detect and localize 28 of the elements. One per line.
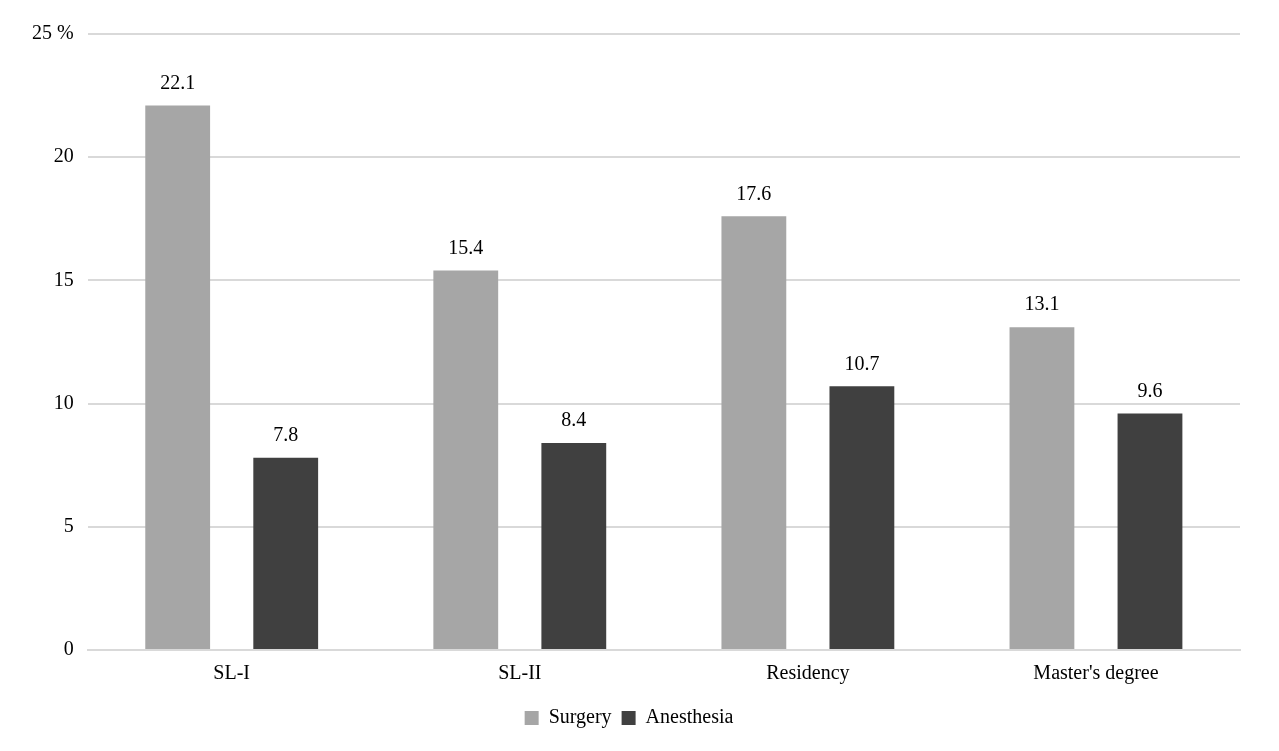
y-tick-label: 25 % (31, 21, 74, 44)
x-tick-label: Residency (766, 661, 850, 685)
bar (145, 105, 211, 649)
data-label: 8.4 (561, 408, 587, 431)
bar (253, 457, 319, 649)
data-label: 22.1 (160, 70, 196, 93)
bar (1009, 327, 1075, 649)
x-tick-label: SL-II (498, 661, 542, 684)
legend-label: Anesthesia (645, 705, 734, 728)
bar (433, 270, 499, 649)
y-tick-label: 20 (53, 144, 74, 167)
bar (829, 386, 895, 649)
bar (721, 216, 787, 649)
y-tick-label: 0 (63, 637, 74, 660)
legend-label: Surgery (548, 705, 612, 729)
data-label: 15.4 (448, 235, 484, 258)
y-tick-label: 5 (63, 514, 74, 537)
data-label: 7.8 (273, 423, 299, 446)
data-label: 13.1 (1024, 292, 1060, 315)
x-tick-label: Master's degree (1033, 661, 1159, 685)
y-tick-label: 10 (53, 390, 74, 413)
data-label: 10.7 (844, 351, 880, 374)
bar (541, 443, 607, 649)
data-label: 9.6 (1137, 378, 1163, 401)
y-tick-label: 15 (53, 267, 74, 290)
data-label: 17.6 (736, 181, 772, 204)
bar (1117, 413, 1183, 649)
x-tick-label: SL-I (213, 661, 251, 684)
